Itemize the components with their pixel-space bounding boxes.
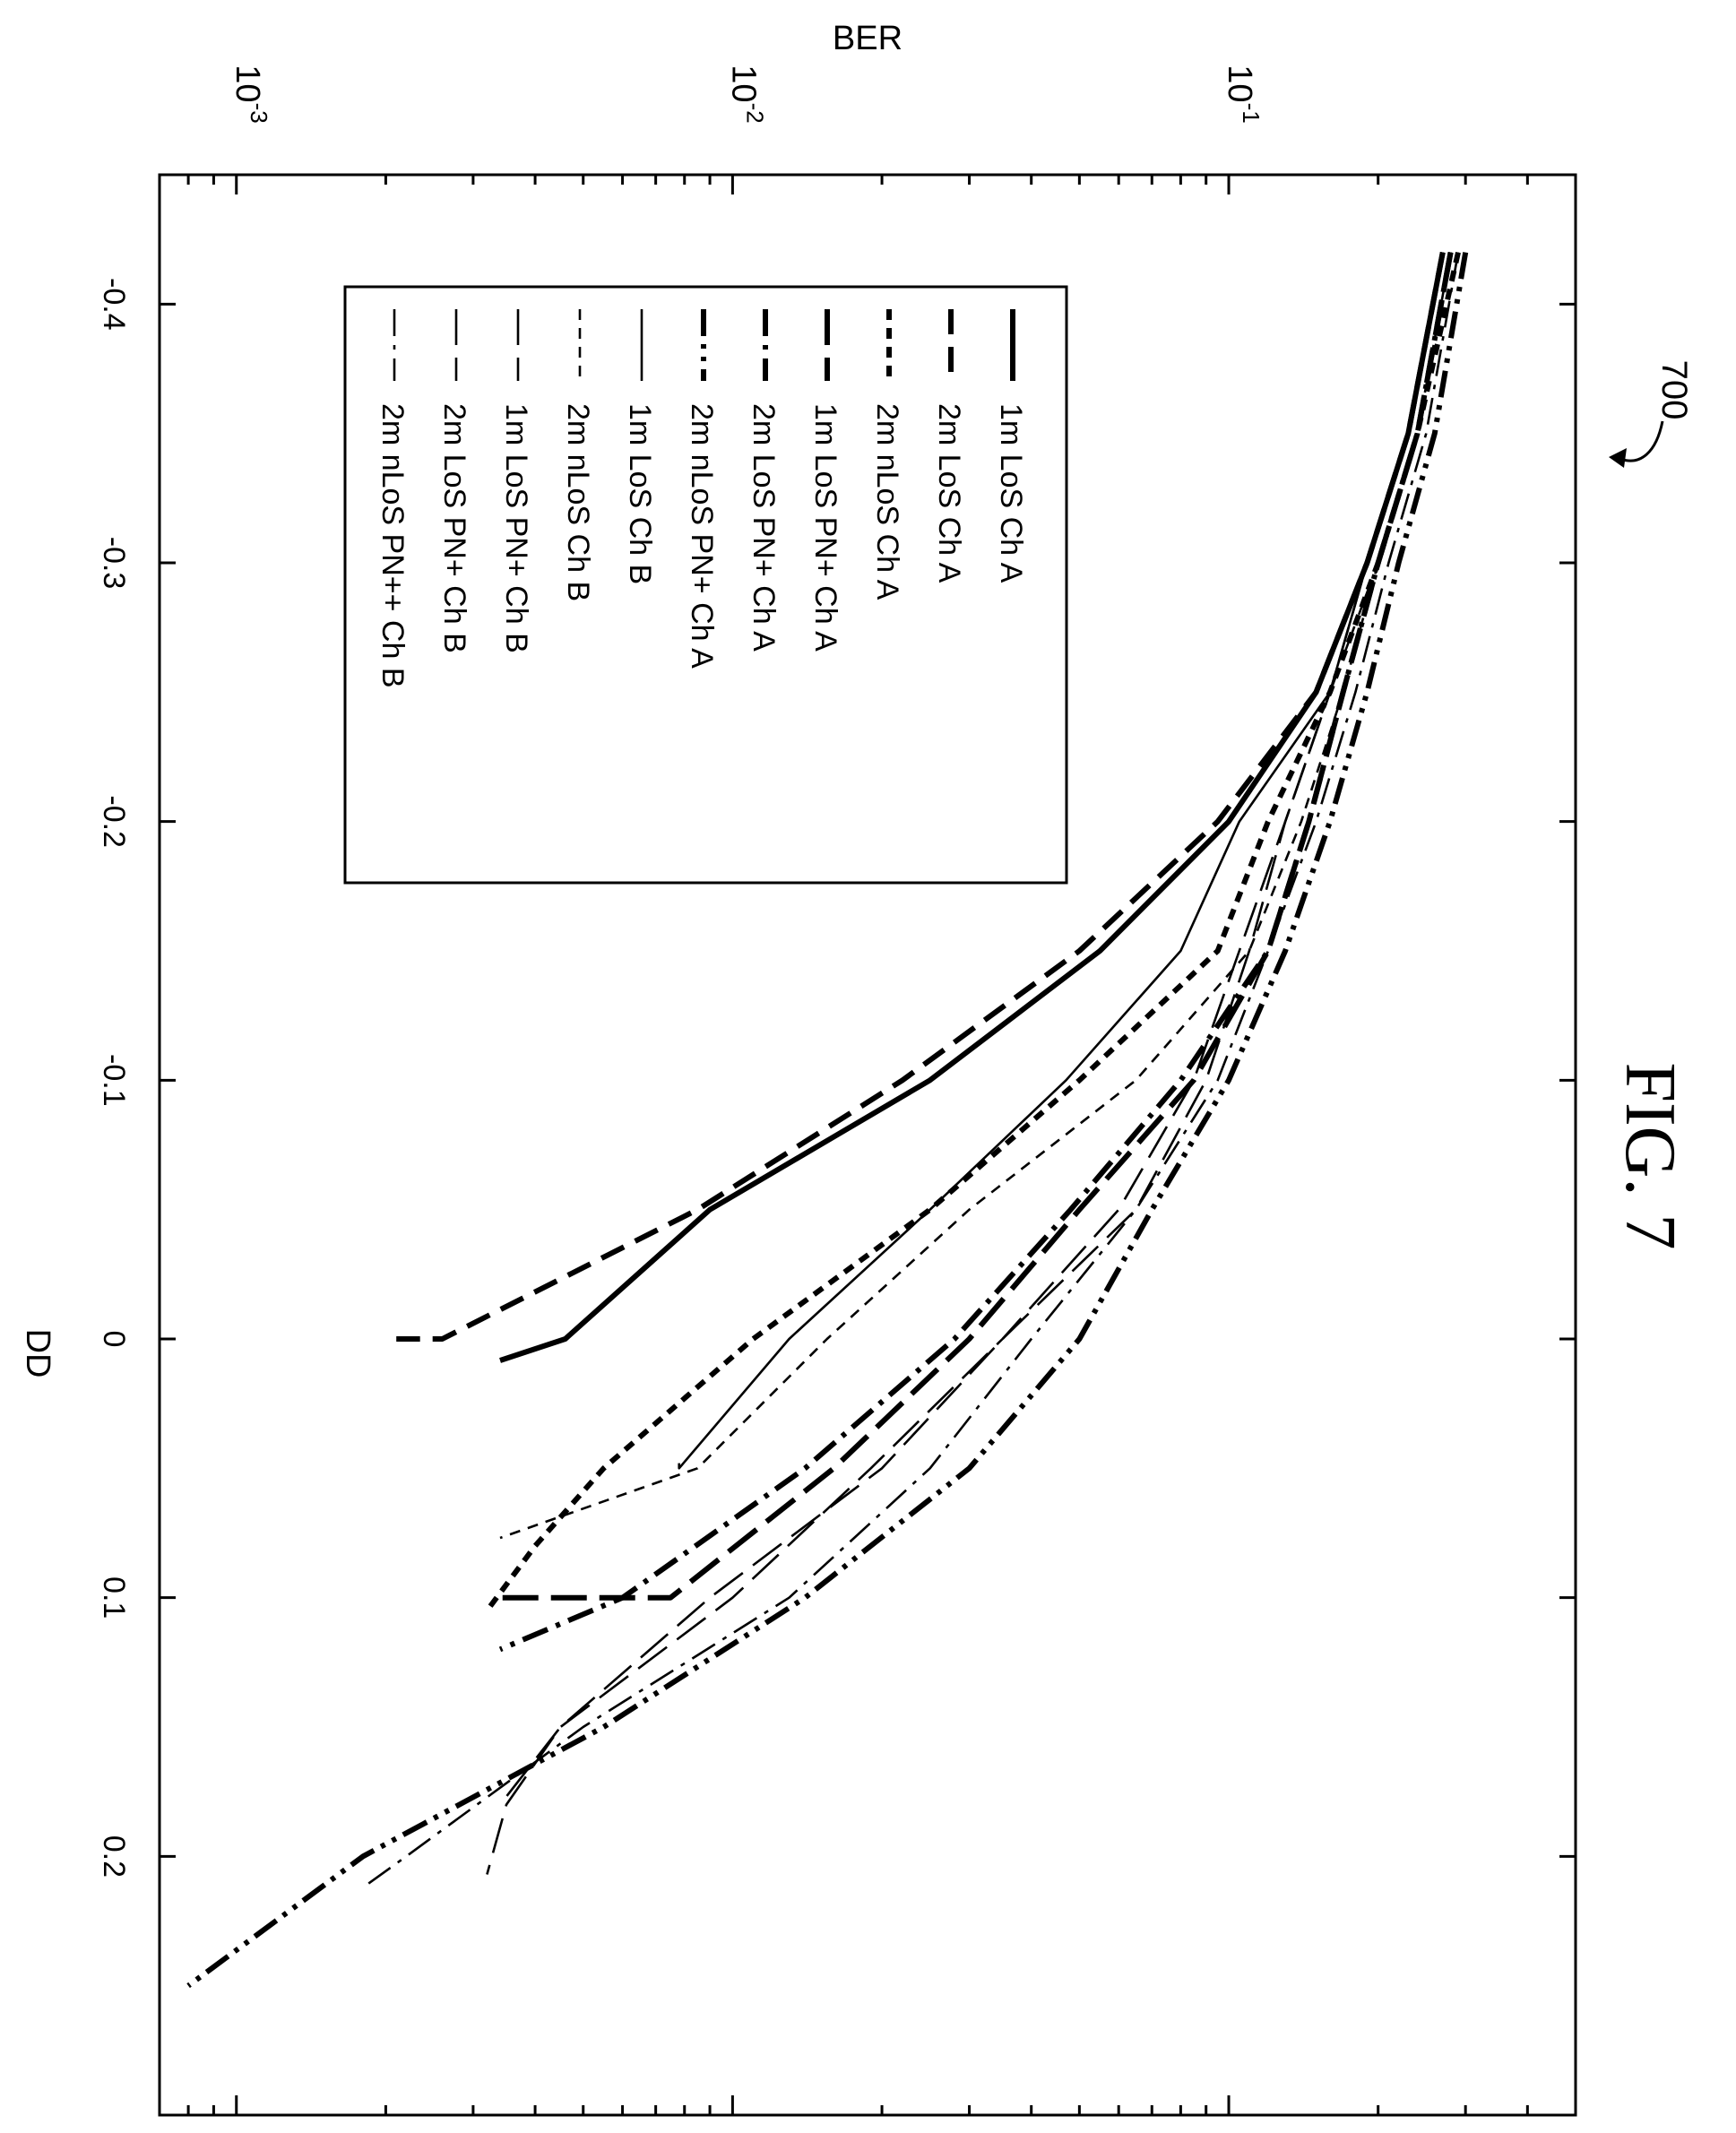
y-tick-label: 10-2 xyxy=(724,65,768,123)
series-line xyxy=(362,252,1460,1889)
series-line xyxy=(484,251,1461,1612)
x-tick-label: -0.1 xyxy=(97,1054,131,1107)
series-line xyxy=(486,252,1445,1875)
chart-legend: 1m LoS Ch A 2m LoS Ch A 2m nLoS Ch A 1m LoS… xyxy=(343,285,1068,885)
legend-label: 2m nLoS Ch A xyxy=(870,403,904,600)
legend-label: 2m nLoS PN++ Ch B xyxy=(376,403,410,688)
figure-reference-number: 700 xyxy=(1654,360,1694,420)
legend-label: 2m nLoS Ch B xyxy=(561,403,595,601)
legend-label: 1m LoS PN+ Ch A xyxy=(808,403,842,652)
reference-arrowhead-icon xyxy=(1609,448,1627,468)
series-line xyxy=(499,252,1452,1540)
legend-label: 2m LoS PN+ Ch B xyxy=(437,403,471,653)
series-line xyxy=(396,252,1446,1342)
y-tick-label-base: 10 xyxy=(1221,65,1258,102)
y-tick-label-base: 10 xyxy=(229,65,266,102)
legend-label: 1m LoS Ch A xyxy=(994,403,1028,583)
x-axis-label: DD xyxy=(19,1329,56,1378)
x-tick-label: -0.4 xyxy=(97,278,131,331)
y-tick-label-exponent: -3 xyxy=(246,103,272,124)
y-tick-label: 10-3 xyxy=(229,65,272,123)
legend-label: 2m nLoS PN+ Ch A xyxy=(685,403,719,669)
series-line xyxy=(186,252,1469,1989)
legend-label: 2m LoS Ch A xyxy=(932,403,966,583)
x-tick-label: -0.3 xyxy=(97,537,131,590)
y-tick-label-exponent: -2 xyxy=(741,103,768,124)
legend-box xyxy=(343,285,1068,885)
x-tick-label: -0.2 xyxy=(97,795,131,848)
y-tick-label-exponent: -1 xyxy=(1238,103,1265,124)
y-axis-label: BER xyxy=(833,20,903,57)
legend-label: 1m LoS PN+ Ch B xyxy=(499,403,533,653)
x-tick-label: 0.1 xyxy=(97,1576,131,1619)
y-tick-label-base: 10 xyxy=(724,65,762,102)
reference-arrow-icon xyxy=(1619,420,1664,462)
figure-caption: FIG. 7 xyxy=(1611,1063,1689,1250)
axis-ticks: -0.4-0.3-0.2-0.100.10.210-310-210-1 xyxy=(97,65,1577,2115)
legend-label: 2m LoS PN+ Ch A xyxy=(747,403,781,652)
x-tick-label: 0 xyxy=(97,1331,131,1348)
series-line xyxy=(498,252,1452,1806)
data-series xyxy=(186,251,1469,1989)
x-tick-label: 0.2 xyxy=(97,1835,131,1878)
legend-label: 1m LoS Ch B xyxy=(623,403,657,584)
y-tick-label: 10-1 xyxy=(1221,65,1265,123)
plot-area-frame xyxy=(158,173,1577,2117)
